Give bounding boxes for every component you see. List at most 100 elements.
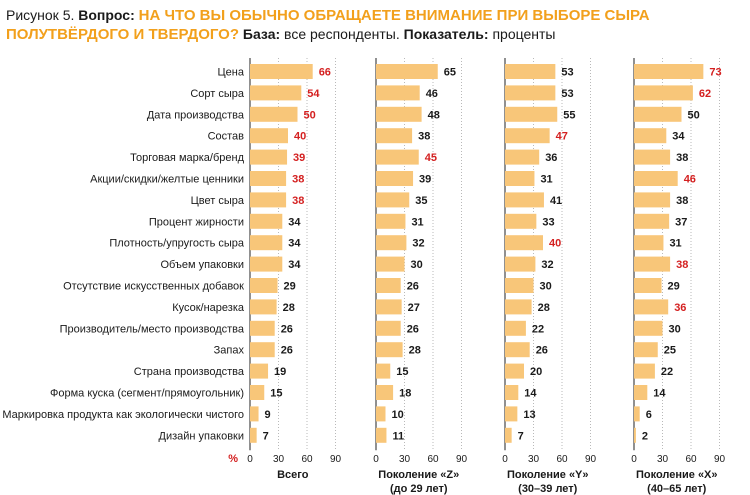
bar [505, 106, 558, 122]
data-label: 30 [540, 281, 552, 293]
tick-label: 0 [502, 454, 508, 465]
data-label: 40 [294, 131, 306, 143]
tick-label: 60 [556, 454, 568, 465]
series-label: Поколение «X» [636, 469, 718, 481]
bar [376, 106, 422, 122]
bar [250, 342, 275, 358]
bar [505, 406, 518, 422]
bar [376, 256, 405, 272]
bar [250, 363, 269, 379]
data-label: 46 [426, 88, 438, 100]
data-label: 50 [304, 109, 316, 121]
bar [250, 85, 302, 101]
base-label: База: [242, 26, 281, 42]
bar [634, 171, 678, 186]
data-label: 34 [288, 216, 301, 228]
data-label: 22 [532, 323, 544, 335]
series-sublabel: (30–39 лет) [518, 483, 578, 495]
data-label: 18 [399, 388, 411, 400]
data-label: 73 [709, 67, 721, 79]
series-sublabel: (40–65 лет) [647, 483, 707, 495]
data-label: 35 [415, 195, 427, 207]
bar [250, 256, 283, 272]
question-label: Вопрос: [78, 7, 135, 23]
category-label: Форма куска (сегмент/прямоугольник) [50, 388, 244, 400]
bar [250, 278, 278, 293]
bar [250, 213, 283, 229]
bar [634, 64, 704, 79]
bar [505, 256, 536, 272]
data-label: 10 [392, 409, 404, 421]
bar [505, 278, 534, 293]
data-label: 54 [307, 88, 320, 100]
bar [376, 235, 407, 251]
data-label: 53 [561, 67, 573, 79]
bar [376, 320, 401, 336]
category-label: Запах [214, 345, 245, 357]
bar [634, 128, 667, 144]
data-label: 31 [411, 216, 423, 228]
data-label: 65 [444, 67, 456, 79]
data-label: 31 [540, 174, 552, 186]
data-label: 34 [672, 131, 685, 143]
bar [376, 385, 394, 400]
bar [250, 128, 288, 144]
base-text: все респонденты. [284, 26, 400, 42]
bar [634, 342, 658, 358]
bar [505, 320, 526, 336]
data-label: 31 [669, 238, 681, 250]
bar [376, 192, 410, 208]
tick-label: 0 [247, 454, 253, 465]
tick-label: 90 [585, 454, 597, 465]
data-label: 28 [283, 302, 295, 314]
bar [505, 192, 544, 208]
bar [505, 385, 519, 400]
category-label: Акции/скидки/желтые ценники [90, 174, 244, 186]
bar [634, 363, 655, 379]
category-label: Состав [208, 131, 245, 143]
bar [634, 192, 671, 208]
category-label: Кусок/нарезка [172, 302, 245, 314]
tick-label: 90 [714, 454, 726, 465]
category-label: Производитель/место производства [60, 323, 245, 335]
data-label: 22 [661, 366, 673, 378]
tick-label: 0 [373, 454, 379, 465]
data-label: 29 [284, 281, 296, 293]
bar [505, 149, 540, 165]
bar [634, 385, 648, 400]
bar [634, 406, 640, 422]
data-label: 39 [293, 152, 305, 164]
bar [250, 64, 313, 79]
tick-label: 60 [427, 454, 439, 465]
category-label: Сорт сыра [190, 88, 245, 100]
data-label: 27 [408, 302, 420, 314]
bar [250, 192, 287, 208]
bar [505, 64, 556, 79]
data-label: 19 [274, 366, 286, 378]
bar [376, 406, 386, 422]
category-label: Плотность/упругость сыра [109, 238, 245, 250]
bar [376, 299, 402, 315]
category-label: Цена [218, 67, 245, 79]
data-label: 28 [538, 302, 550, 314]
data-label: 29 [668, 281, 680, 293]
data-label: 55 [563, 109, 575, 121]
data-label: 32 [541, 259, 553, 271]
data-label: 38 [292, 174, 304, 186]
question-text: НА ЧТО ВЫ ОБЫЧНО ОБРАЩАЕТЕ ВНИМАНИЕ ПРИ … [6, 7, 650, 43]
data-label: 26 [281, 345, 293, 357]
bar [250, 106, 298, 122]
tick-label: 90 [456, 454, 468, 465]
category-label: Объем упаковки [160, 259, 244, 271]
data-label: 25 [664, 345, 676, 357]
category-label: Цвет сыра [191, 195, 245, 207]
bar [376, 171, 414, 186]
data-label: 14 [524, 388, 537, 400]
data-label: 7 [263, 430, 269, 442]
tick-label: 60 [685, 454, 697, 465]
figure-label: Рисунок 5. [6, 7, 75, 23]
tick-label: 90 [330, 454, 342, 465]
data-label: 26 [281, 323, 293, 335]
data-label: 34 [288, 238, 301, 250]
